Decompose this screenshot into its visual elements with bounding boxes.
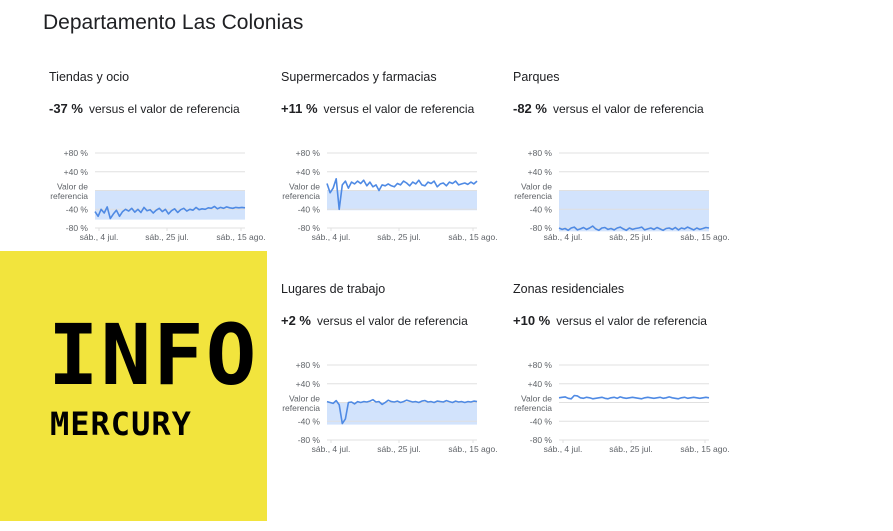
x-tick-label: sáb., 15 ago. bbox=[448, 444, 497, 454]
x-tick-label: sáb., 25 jul. bbox=[377, 232, 420, 242]
panel-title: Supermercados y farmacias bbox=[281, 70, 437, 84]
chart-panel-parques: Parques -82 % versus el valor de referenc… bbox=[513, 70, 738, 275]
x-tick-label: sáb., 25 jul. bbox=[609, 444, 652, 454]
change-percent: -37 % bbox=[49, 101, 83, 116]
x-tick-label: sáb., 15 ago. bbox=[216, 232, 265, 242]
infomercury-logo: INFO MERCURY bbox=[0, 251, 267, 521]
y-tick-label: -80 % bbox=[66, 223, 89, 233]
y-tick-label: Valor de referencia bbox=[514, 394, 552, 414]
x-tick-label: sáb., 4 jul. bbox=[312, 232, 351, 242]
change-percent: +2 % bbox=[281, 313, 311, 328]
x-tick-label: sáb., 25 jul. bbox=[145, 232, 188, 242]
y-tick-label: +80 % bbox=[296, 148, 321, 158]
change-percent: -82 % bbox=[513, 101, 547, 116]
panel-title: Zonas residenciales bbox=[513, 282, 625, 296]
change-caption: versus el valor de referencia bbox=[317, 314, 468, 328]
series-line bbox=[326, 177, 478, 211]
panel-summary: -37 % versus el valor de referencia bbox=[49, 100, 240, 118]
y-tick-label: +40 % bbox=[528, 167, 553, 177]
y-tick-label: Valor de referencia bbox=[514, 182, 552, 202]
x-tick-label: sáb., 25 jul. bbox=[377, 444, 420, 454]
y-tick-label: +40 % bbox=[528, 379, 553, 389]
chart-panel-trabajo: Lugares de trabajo +2 % versus el valor d… bbox=[281, 282, 506, 487]
baseline-band bbox=[95, 190, 245, 220]
logo-info-text: INFO bbox=[48, 306, 259, 404]
line-chart: +80 %+40 %Valor de referencia-40 %-80 %sá… bbox=[514, 360, 729, 454]
x-tick-label: sáb., 4 jul. bbox=[312, 444, 351, 454]
x-tick-label: sáb., 4 jul. bbox=[544, 232, 583, 242]
x-tick-label: sáb., 25 jul. bbox=[609, 232, 652, 242]
baseline-band bbox=[327, 190, 477, 211]
x-tick-label: sáb., 15 ago. bbox=[680, 232, 729, 242]
y-tick-label: -40 % bbox=[530, 204, 553, 214]
chart-panel-tiendas: Tiendas y ocio -37 % versus el valor de r… bbox=[49, 70, 274, 275]
y-tick-label: +80 % bbox=[64, 148, 89, 158]
y-tick-label: +80 % bbox=[296, 360, 321, 370]
line-chart: +80 %+40 %Valor de referencia-40 %-80 %sá… bbox=[50, 148, 265, 242]
y-tick-label: -40 % bbox=[298, 204, 321, 214]
y-tick-label: Valor de referencia bbox=[282, 394, 320, 414]
x-tick-label: sáb., 4 jul. bbox=[544, 444, 583, 454]
y-tick-label: +40 % bbox=[64, 167, 89, 177]
y-tick-label: +80 % bbox=[528, 360, 553, 370]
panel-summary: +11 % versus el valor de referencia bbox=[281, 100, 474, 118]
series-line bbox=[558, 394, 710, 400]
y-tick-label: -40 % bbox=[530, 416, 553, 426]
change-caption: versus el valor de referencia bbox=[88, 102, 240, 116]
change-percent: +11 % bbox=[281, 101, 318, 116]
y-tick-label: Valor de referencia bbox=[50, 182, 88, 202]
y-tick-label: -80 % bbox=[530, 435, 553, 445]
panel-summary: +2 % versus el valor de referencia bbox=[281, 312, 468, 330]
baseline-band bbox=[559, 190, 709, 232]
panel-summary: +10 % versus el valor de referencia bbox=[513, 312, 707, 330]
page-title: Departamento Las Colonias bbox=[43, 11, 304, 34]
panel-summary: -82 % versus el valor de referencia bbox=[513, 100, 704, 118]
series-line bbox=[94, 205, 246, 220]
line-chart: +80 %+40 %Valor de referencia-40 %-80 %sá… bbox=[514, 148, 729, 242]
chart-panel-residenciales: Zonas residenciales +10 % versus el valor… bbox=[513, 282, 738, 487]
change-caption: versus el valor de referencia bbox=[323, 102, 475, 116]
x-tick-label: sáb., 15 ago. bbox=[448, 232, 497, 242]
x-tick-label: sáb., 15 ago. bbox=[680, 444, 729, 454]
baseline-band bbox=[327, 402, 477, 425]
panel-title: Parques bbox=[513, 70, 560, 84]
y-tick-label: +80 % bbox=[528, 148, 553, 158]
line-chart: +80 %+40 %Valor de referencia-40 %-80 %sá… bbox=[282, 148, 497, 242]
change-percent: +10 % bbox=[513, 313, 551, 328]
change-caption: versus el valor de referencia bbox=[556, 314, 707, 328]
y-tick-label: -40 % bbox=[298, 416, 321, 426]
x-tick-label: sáb., 4 jul. bbox=[80, 232, 119, 242]
logo-mercury-text: MERCURY bbox=[50, 405, 192, 443]
panel-title: Lugares de trabajo bbox=[281, 282, 386, 296]
series-line bbox=[326, 398, 478, 425]
line-chart: +80 %+40 %Valor de referencia-40 %-80 %sá… bbox=[282, 360, 497, 454]
y-tick-label: -80 % bbox=[530, 223, 553, 233]
y-tick-label: +40 % bbox=[296, 379, 321, 389]
y-tick-label: Valor de referencia bbox=[282, 182, 320, 202]
change-caption: versus el valor de referencia bbox=[552, 102, 704, 116]
chart-panel-supermercados: Supermercados y farmacias +11 % versus el… bbox=[281, 70, 506, 275]
y-tick-label: -40 % bbox=[66, 204, 89, 214]
panel-title: Tiendas y ocio bbox=[49, 70, 130, 84]
y-tick-label: -80 % bbox=[298, 435, 321, 445]
y-tick-label: -80 % bbox=[298, 223, 321, 233]
series-line bbox=[558, 225, 710, 232]
y-tick-label: +40 % bbox=[296, 167, 321, 177]
